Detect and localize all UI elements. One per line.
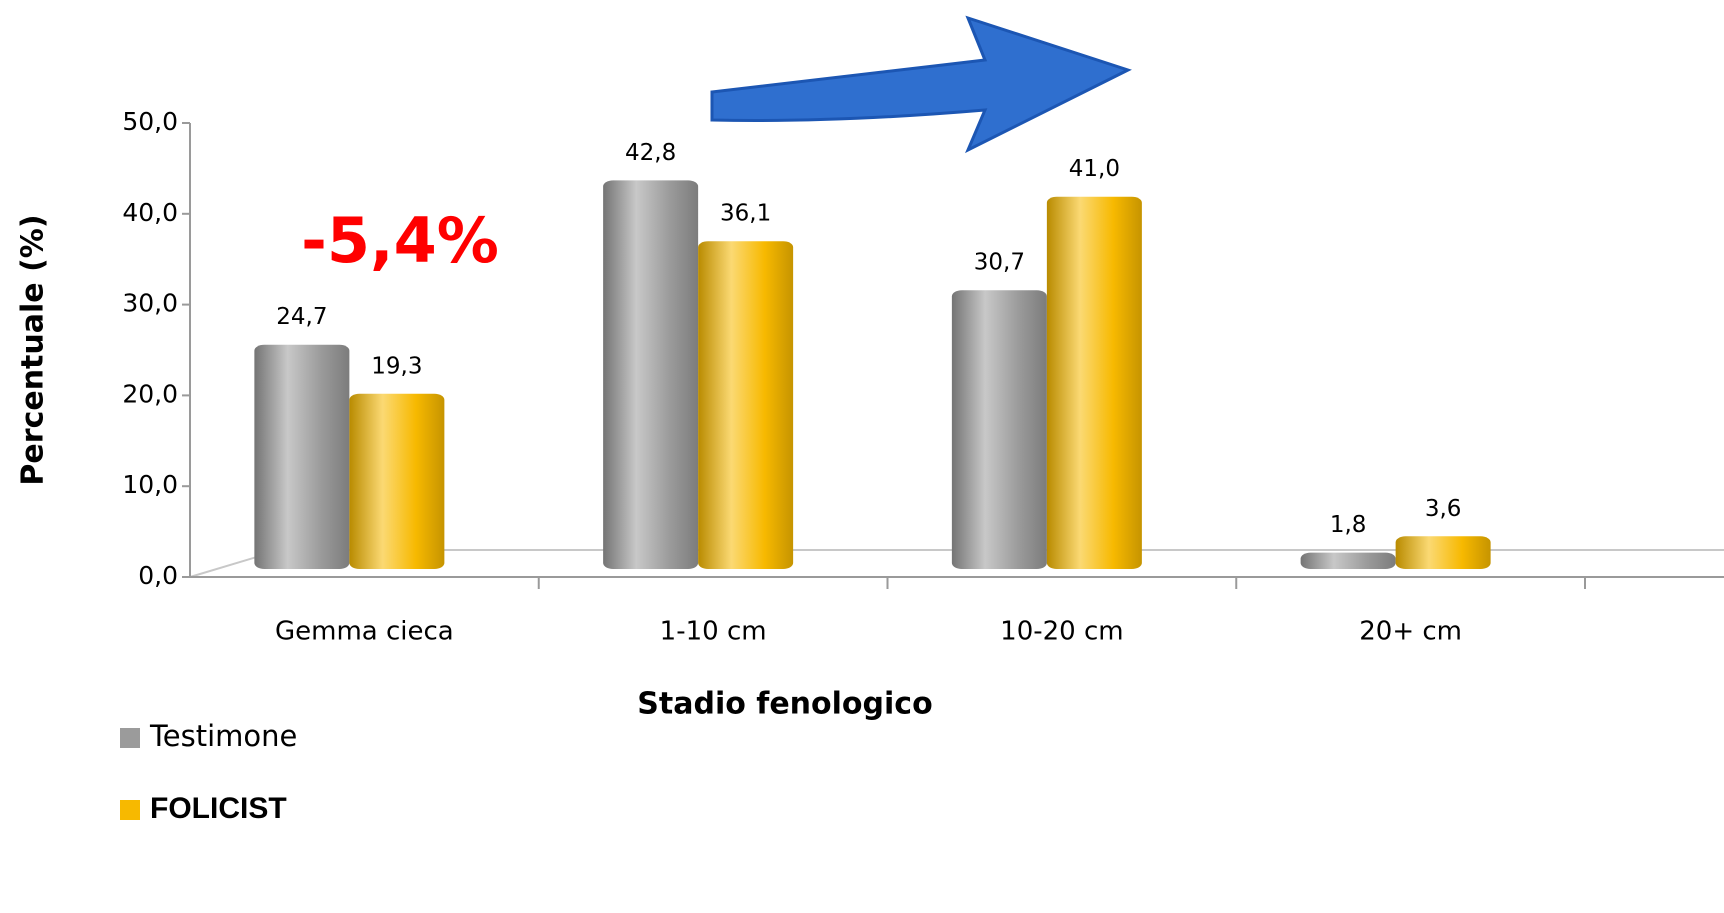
decorative-arrow xyxy=(710,15,1132,154)
x-axis-title: Stadio fenologico xyxy=(637,687,932,722)
legend-swatch xyxy=(120,728,140,748)
x-tick-label: 1-10 cm xyxy=(660,617,767,647)
y-tick-label: 50,0 xyxy=(122,107,178,136)
y-tick-label: 10,0 xyxy=(122,470,178,499)
value-label: 24,7 xyxy=(276,304,327,330)
y-tick-label: 30,0 xyxy=(122,289,178,318)
value-label: 30,7 xyxy=(974,250,1025,276)
legend-label: FOLICIST xyxy=(150,792,287,825)
bar xyxy=(1046,196,1142,569)
value-label: 41,0 xyxy=(1069,156,1120,182)
legend-swatch xyxy=(120,800,140,820)
bar xyxy=(951,290,1047,569)
x-tick-label: Gemma cieca xyxy=(275,617,454,647)
legend-label: Testimone xyxy=(149,719,297,753)
y-tick-label: 20,0 xyxy=(122,379,178,408)
value-label: 42,8 xyxy=(625,140,676,166)
value-label: 19,3 xyxy=(371,353,422,379)
value-label: 3,6 xyxy=(1425,496,1462,522)
bar xyxy=(1395,536,1491,569)
x-tick-label: 20+ cm xyxy=(1359,617,1462,647)
x-tick-label: 10-20 cm xyxy=(1000,617,1123,647)
bar xyxy=(1300,552,1396,569)
y-axis-title: Percentuale (%) xyxy=(16,214,51,485)
annotation: -5,4% xyxy=(301,204,499,277)
bar xyxy=(254,344,350,569)
value-label: 36,1 xyxy=(720,201,771,227)
y-tick-label: 40,0 xyxy=(122,198,178,227)
bar xyxy=(698,241,794,569)
y-tick-label: 0,0 xyxy=(138,561,178,590)
value-label: 1,8 xyxy=(1330,512,1367,538)
bar xyxy=(349,393,445,569)
bar xyxy=(603,180,699,569)
